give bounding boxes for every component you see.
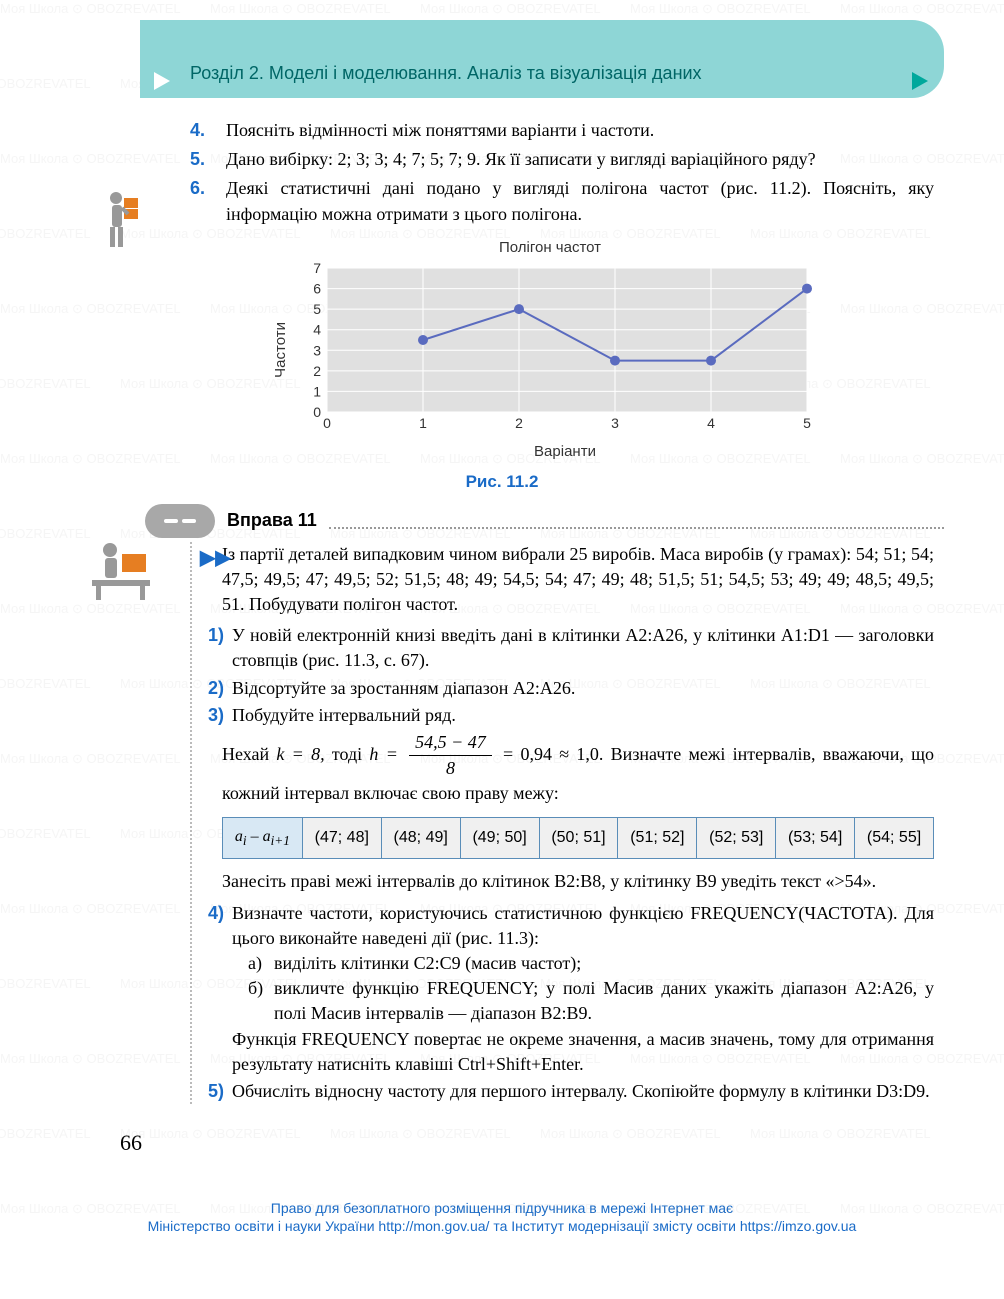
step-number: 4) [194,901,232,1077]
footer-line: Право для безоплатного розміщення підруч… [0,1199,1004,1217]
footer-line: Міністерство освіти і науки України http… [0,1217,1004,1235]
svg-text:5: 5 [803,415,811,431]
step-text: Відсортуйте за зростанням діапазон А2:А2… [232,676,934,701]
step-number: 2) [194,676,232,701]
interval-cell: (53; 54] [776,817,855,859]
play-icon [154,72,172,90]
svg-text:2: 2 [313,363,321,379]
interval-cell: (50; 51] [539,817,618,859]
svg-text:4: 4 [313,321,321,337]
chart-plot: 01234567012345 [297,262,817,432]
exercise-pill-icon [145,504,215,538]
svg-text:0: 0 [313,404,321,420]
step-number: 5) [194,1079,232,1104]
chart-caption: Рис. 11.2 [60,470,944,494]
exercise-header: Вправа 11 [145,504,944,538]
exercise-intro: Із партії деталей випадковим чином вибра… [222,542,934,618]
after-table-text: Занесіть праві межі інтервалів до клітин… [222,869,934,894]
sub-text: викличте функцію FREQUENCY; у полі Масив… [274,976,934,1026]
svg-text:5: 5 [313,301,321,317]
sub-letter: а) [248,951,274,976]
chart-ylabel: Частоти [270,322,291,378]
question-item: 4.Поясніть відмінності між поняттями вар… [190,118,934,143]
exercise-step: 2)Відсортуйте за зростанням діапазон А2:… [222,676,934,701]
play-icon [912,72,930,90]
question-list: 4.Поясніть відмінності між поняттями вар… [190,118,934,227]
exercise-step: 5) Обчисліть відносну частоту для першог… [222,1079,934,1104]
section-header: Розділ 2. Моделі і моделювання. Аналіз т… [140,20,944,98]
svg-text:3: 3 [611,415,619,431]
sub-text: виділіть клітинки С2:С9 (масив частот); [274,951,934,976]
footer: Право для безоплатного розміщення підруч… [0,1199,1004,1247]
chart-xlabel: Варіанти [300,441,830,462]
exercise-title: Вправа 11 [227,508,317,533]
svg-text:6: 6 [313,280,321,296]
step-text: Побудуйте інтервальний ряд. [232,703,934,728]
exercise-body: ▶▶ Із партії деталей випадковим чином ви… [190,542,934,1104]
interval-cell: (48; 49] [381,817,460,859]
formula-line: Нехай k = 8, тоді h = 54,5 − 478 = 0,94 … [222,730,934,807]
question-text: Деякі статистичні дані подано у вигляді … [226,176,934,226]
step-text: Визначте частоти, користуючись статистич… [232,901,934,1077]
question-number: 6. [190,176,226,226]
exercise-step: 1)У новій електронній книзі введіть дані… [222,623,934,673]
frequency-polygon-chart: Полігон частот Частоти 01234567012345 Ва… [270,237,830,462]
interval-cell: (51; 52] [618,817,697,859]
step-text: Обчисліть відносну частоту для першого і… [232,1079,934,1104]
question-text: Дано вибірку: 2; 3; 3; 4; 7; 5; 7; 9. Як… [226,147,934,172]
exercise-step: 3)Побудуйте інтервальний ряд. [222,703,934,728]
step-number: 1) [194,623,232,673]
svg-text:4: 4 [707,415,715,431]
interval-cell: (52; 53] [697,817,776,859]
interval-cell: (47; 48] [302,817,381,859]
dotted-rule [329,527,944,529]
interval-table: ai – ai+1 (47; 48](48; 49](49; 50](50; 5… [222,817,934,860]
svg-text:3: 3 [313,342,321,358]
question-number: 4. [190,118,226,143]
question-item: 6.Деякі статистичні дані подано у вигляд… [190,176,934,226]
person-at-desk-icon [92,540,150,600]
svg-text:2: 2 [515,415,523,431]
question-number: 5. [190,147,226,172]
double-arrow-icon: ▶▶ [200,544,231,572]
person-carrying-icon [100,190,142,250]
svg-text:7: 7 [313,262,321,276]
step-text: У новій електронній книзі введіть дані в… [232,623,934,673]
interval-cell: (49; 50] [460,817,539,859]
sub-item: б)викличте функцію FREQUENCY; у полі Мас… [248,976,934,1026]
step-number: 3) [194,703,232,728]
exercise-step: 4) Визначте частоти, користуючись статис… [222,901,934,1077]
chart-title: Полігон частот [270,237,830,258]
interval-cell: (54; 55] [855,817,934,859]
sub-item: а)виділіть клітинки С2:С9 (масив частот)… [248,951,934,976]
svg-text:0: 0 [323,415,331,431]
sub-letter: б) [248,976,274,1026]
svg-text:1: 1 [419,415,427,431]
page-number: 66 [120,1128,944,1159]
svg-text:1: 1 [313,383,321,399]
interval-header-cell: ai – ai+1 [223,817,303,859]
question-item: 5.Дано вибірку: 2; 3; 3; 4; 7; 5; 7; 9. … [190,147,934,172]
section-title: Розділ 2. Моделі і моделювання. Аналіз т… [190,61,702,86]
question-text: Поясніть відмінності між поняттями варіа… [226,118,934,143]
